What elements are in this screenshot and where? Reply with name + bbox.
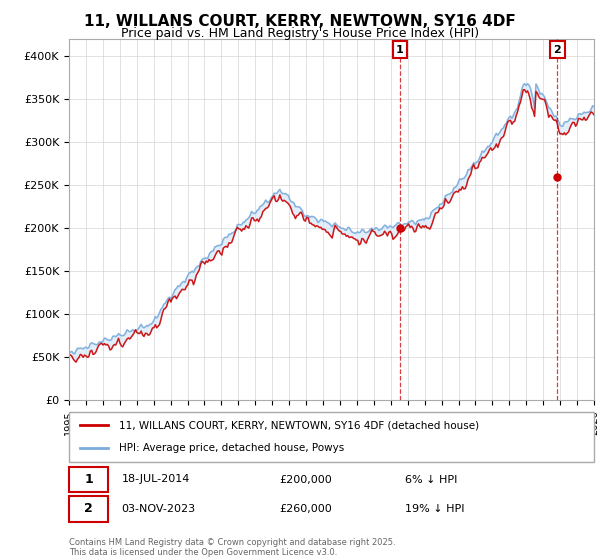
Text: Price paid vs. HM Land Registry's House Price Index (HPI): Price paid vs. HM Land Registry's House … bbox=[121, 27, 479, 40]
Text: 1: 1 bbox=[85, 473, 93, 486]
Text: £200,000: £200,000 bbox=[279, 474, 332, 484]
Text: 11, WILLANS COURT, KERRY, NEWTOWN, SY16 4DF: 11, WILLANS COURT, KERRY, NEWTOWN, SY16 … bbox=[84, 14, 516, 29]
Text: Contains HM Land Registry data © Crown copyright and database right 2025.
This d: Contains HM Land Registry data © Crown c… bbox=[69, 538, 395, 557]
Text: 1: 1 bbox=[396, 45, 404, 55]
Text: 11, WILLANS COURT, KERRY, NEWTOWN, SY16 4DF (detached house): 11, WILLANS COURT, KERRY, NEWTOWN, SY16 … bbox=[119, 420, 479, 430]
Text: 6% ↓ HPI: 6% ↓ HPI bbox=[405, 474, 457, 484]
FancyBboxPatch shape bbox=[69, 466, 109, 492]
Text: 2: 2 bbox=[554, 45, 561, 55]
FancyBboxPatch shape bbox=[69, 496, 109, 522]
Text: HPI: Average price, detached house, Powys: HPI: Average price, detached house, Powy… bbox=[119, 444, 344, 454]
Text: 03-NOV-2023: 03-NOV-2023 bbox=[121, 504, 196, 514]
Text: £260,000: £260,000 bbox=[279, 504, 332, 514]
Text: 2: 2 bbox=[85, 502, 93, 515]
Text: 18-JUL-2014: 18-JUL-2014 bbox=[121, 474, 190, 484]
Text: 19% ↓ HPI: 19% ↓ HPI bbox=[405, 504, 464, 514]
